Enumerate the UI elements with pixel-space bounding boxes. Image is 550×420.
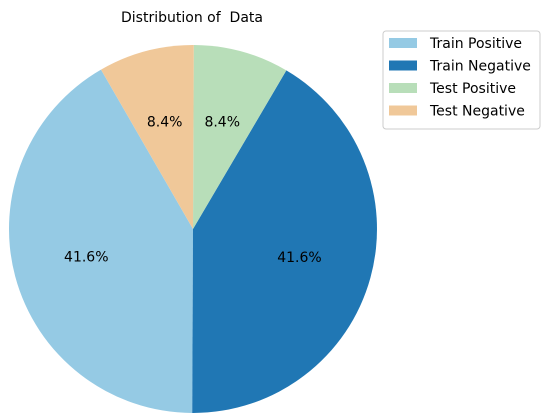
legend: Train Positive Train Negative Test Positiv… <box>382 30 541 130</box>
pct-label-train-negative: 41.6% <box>277 250 321 266</box>
legend-label-train-negative: Train Negative <box>429 59 531 75</box>
legend-label-train-positive: Train Positive <box>429 36 522 52</box>
pie-slice-test-negative <box>101 44 194 230</box>
legend-swatch-test-positive <box>389 83 417 93</box>
pct-label-test-positive: 8.4% <box>204 115 240 131</box>
pct-label-test-negative: 8.4% <box>147 114 183 130</box>
pie-slice-train-negative <box>192 70 377 414</box>
pie-slices <box>8 44 377 414</box>
legend-frame <box>382 30 541 130</box>
pct-label-train-positive: 41.6% <box>64 249 108 265</box>
legend-swatch-train-positive <box>389 38 417 48</box>
pie-slice-test-positive <box>193 45 287 229</box>
legend-swatch-train-negative <box>389 60 417 71</box>
legend-swatch-test-negative <box>389 105 417 116</box>
pie-percent-labels: 41.6% 41.6% 8.4% 8.4% <box>64 114 322 266</box>
legend-label-test-negative: Test Negative <box>429 104 525 120</box>
legend-label-test-positive: Test Positive <box>429 81 516 97</box>
chart-title: Distribution of Data <box>121 10 263 26</box>
pie-slice-train-positive <box>8 69 194 414</box>
